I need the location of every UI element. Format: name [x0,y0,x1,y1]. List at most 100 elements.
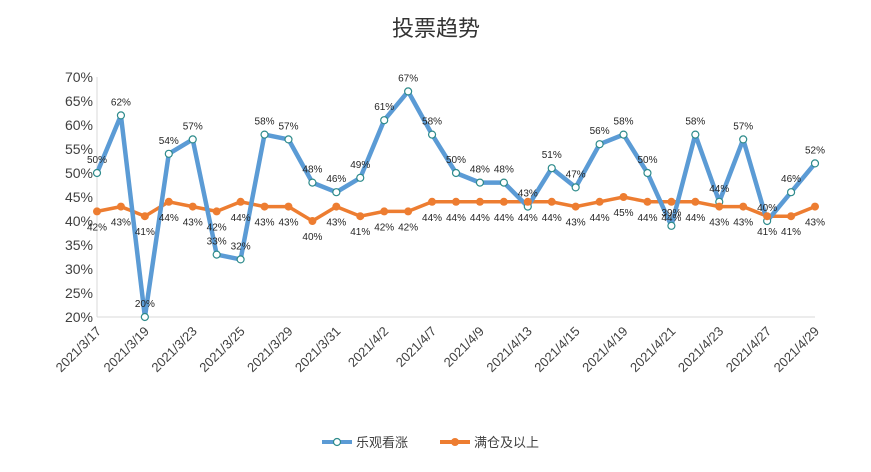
series-2-point[interactable] [619,193,628,201]
series-1-point[interactable] [284,135,293,144]
series-1-point[interactable] [499,178,508,187]
series-1-point[interactable] [739,135,748,144]
chart-title: 投票趋势 [392,17,480,42]
series-1-point[interactable] [188,135,197,144]
series-2-point[interactable] [236,197,245,206]
series-2-point[interactable] [356,212,365,221]
series-1-data-label: 47% [566,169,586,180]
series-1-point[interactable] [427,130,437,139]
series-2-point[interactable] [188,202,197,211]
y-tick-label: 35% [65,237,93,253]
series-1-point[interactable] [356,173,365,182]
series-2-point[interactable] [308,217,317,225]
series-2-point[interactable] [739,202,748,211]
series-2-point[interactable] [212,207,221,216]
series-2-data-label: 43% [111,218,131,229]
series-2-point[interactable] [691,197,700,206]
series-1-point[interactable] [547,164,556,173]
series-1-point[interactable] [116,111,126,120]
series-2-point[interactable] [475,197,484,206]
series-1-point[interactable] [691,130,700,139]
series-2-point[interactable] [523,197,532,206]
series-2-point[interactable] [643,197,652,206]
series-2-point[interactable] [284,202,293,211]
series-1-data-label: 44% [709,184,729,195]
series-1-point[interactable] [380,116,389,125]
series-1-point[interactable] [164,149,173,158]
series-1-point[interactable] [140,312,149,322]
series-1-point[interactable] [786,188,796,197]
series-1-point[interactable] [451,168,461,178]
series-2-point[interactable] [404,207,413,216]
series-2-data-label: 44% [159,213,179,224]
legend-marker-series-1 [332,437,342,447]
series-2-point[interactable] [571,202,580,211]
series-1-point[interactable] [92,168,102,178]
y-tick-label: 30% [65,261,93,277]
series-2-data-label: 42% [398,222,418,233]
series-2-data-label: 42% [374,222,394,233]
series-2-data-label: 43% [278,218,298,229]
series-1-point[interactable] [810,159,820,168]
series-1-point[interactable] [643,168,652,178]
series-1-point[interactable] [260,130,269,139]
series-1-data-label: 57% [278,121,298,132]
legend-item-series-1[interactable]: 乐观看涨 [322,435,408,451]
series-2-point[interactable] [547,197,556,206]
legend: 乐观看涨 满仓及以上 [322,435,539,451]
series-1-data-label: 58% [255,117,275,128]
series-2-data-label: 44% [590,213,610,224]
series-1-point[interactable] [475,178,485,187]
series-2-point[interactable] [93,207,101,216]
series-1-data-label: 54% [159,136,179,147]
y-tick-label: 25% [65,285,93,301]
series-2-point[interactable] [428,197,437,206]
legend-marker-series-2 [451,438,459,446]
series-2-point[interactable] [715,202,724,211]
series-1-data-label: 62% [111,97,131,108]
x-tick-label: 2021/3/29 [244,324,296,376]
series-2-data-label: 41% [781,227,801,238]
series-1-data-label: 43% [518,189,538,200]
series-1-point[interactable] [212,250,221,259]
x-tick-label: 2021/4/9 [441,324,487,370]
series-1-point[interactable] [404,87,413,96]
series-2-point[interactable] [452,197,460,206]
series-2-point[interactable] [164,197,173,206]
series-2-point[interactable] [811,202,819,211]
series-2-point[interactable] [499,197,508,206]
series-2-point[interactable] [667,197,676,206]
series-2-data-label: 44% [494,213,514,224]
series-1-point[interactable] [667,221,676,230]
series-1-point[interactable] [308,178,317,187]
series-2-point[interactable] [260,202,269,211]
series-1-point[interactable] [236,255,245,264]
series-2-point[interactable] [595,197,604,206]
x-tick-label: 2021/4/27 [723,324,775,376]
series-1-data-label: 57% [183,121,203,132]
series-1-data-label: 52% [805,145,825,156]
series-1-point[interactable] [595,140,604,149]
series-2-point[interactable] [116,202,125,211]
series-2-point[interactable] [763,212,772,221]
series-1-data-label: 20% [135,299,155,310]
series-1-data-label: 50% [87,155,107,166]
series-1-point[interactable] [571,183,580,192]
x-tick-label: 2021/4/7 [393,324,439,370]
series-1-data-label: 32% [231,241,251,252]
x-tick-label: 2021/4/19 [579,324,631,376]
series-1-point[interactable] [332,188,341,197]
series-2-point[interactable] [380,207,389,216]
series-1-data-label: 49% [350,160,370,171]
series-1-data-label: 61% [374,102,394,113]
legend-item-series-2[interactable]: 满仓及以上 [440,436,539,451]
series-1-point[interactable] [619,130,628,139]
series-2-data-label: 43% [326,218,346,229]
series-2-data-label: 40% [302,232,322,243]
series-1-data-label: 58% [422,117,442,128]
series-2-point[interactable] [332,202,341,211]
series-2-point[interactable] [787,212,796,221]
x-tick-label: 2021/4/15 [531,324,583,376]
series-2-point[interactable] [140,212,149,221]
